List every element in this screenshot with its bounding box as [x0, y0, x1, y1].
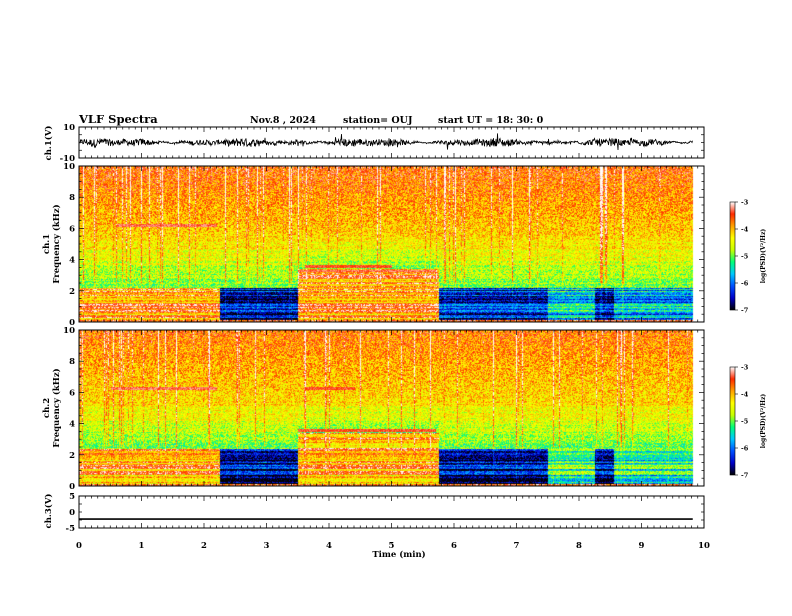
time-tick-label: 9 [639, 541, 645, 551]
ch2-frequency-tick-labels: 0 2 4 6 8 10 [63, 326, 75, 492]
frequency-tick-label: 4 [69, 420, 75, 430]
ch3-waveform-ylabel: ch.3(V) [43, 494, 54, 529]
ch1-ytick-top: 10 [63, 123, 75, 133]
ch3-ytick-top: 5 [69, 492, 75, 502]
time-tick-label: 7 [514, 541, 520, 551]
ch3-waveform-ticks [78, 495, 705, 529]
colorbar-tick-label: -5 [741, 252, 749, 260]
ch1-waveform-ylabel: ch.1(V) [43, 126, 54, 161]
ch1-waveform-trace [79, 133, 693, 151]
ch1-waveform-ticks [78, 126, 705, 159]
ch1-spectrogram-image [79, 166, 704, 322]
frequency-tick-label: 8 [69, 193, 75, 203]
ch1-colorbar: -3 -4 -5 -6 -7 log(PSD)(V²/Hz) [729, 198, 767, 314]
ch2-spectrogram-image [79, 330, 704, 486]
time-tick-label: 6 [451, 541, 457, 551]
ch3-waveform-frame [78, 495, 705, 529]
chart-title: VLF Spectra [78, 112, 158, 126]
ch1-ytick-bottom: -10 [60, 154, 75, 164]
time-tick-label: 0 [76, 541, 82, 551]
time-tick-label: 10 [698, 541, 710, 551]
ch2-colorbar-ticks: -3 -4 -5 -6 -7 [735, 363, 749, 479]
ch1-spectrogram-panel: 0 2 4 6 8 10 ch.1 Frequency (kHz) [42, 162, 705, 328]
colorbar-tick-label: -4 [741, 390, 749, 398]
start-time-label: start UT = 18: 30: 0 [438, 115, 544, 126]
colorbar-tick-label: -7 [741, 471, 748, 479]
frequency-tick-label: 8 [69, 357, 75, 367]
time-tick-labels: 0 1 2 3 4 5 6 7 8 9 10 [76, 541, 710, 551]
time-tick-label: 5 [389, 541, 395, 551]
frequency-tick-label: 2 [69, 451, 75, 461]
station-label: station= OUJ [343, 115, 413, 126]
colorbar-tick-label: -6 [741, 444, 749, 452]
colorbar-tick-label: -3 [741, 363, 749, 371]
frequency-tick-label: 2 [69, 287, 75, 297]
ch2-spectrogram-panel: 0 2 4 6 8 10 ch.2 Frequency (kHz) [42, 326, 705, 492]
ch1-waveform-panel: 10 -10 ch.1(V) [43, 123, 705, 164]
colorbar-tick-label: -4 [741, 225, 749, 233]
ch2-colorbar: -3 -4 -5 -6 -7 log(PSD)(V²/Hz) [729, 363, 767, 479]
date-label: Nov.8 , 2024 [250, 115, 316, 126]
frequency-tick-label: 4 [69, 256, 75, 266]
colorbar-tick-label: -6 [741, 279, 749, 287]
time-tick-label: 8 [576, 541, 582, 551]
ch1-colorbar-ticks: -3 -4 -5 -6 -7 [735, 198, 749, 314]
colorbar-tick-label: -3 [741, 198, 749, 206]
ch1-colorbar-gradient [729, 201, 736, 311]
ch2-spectrogram-ticks [78, 329, 705, 487]
frequency-tick-label: 0 [69, 482, 75, 492]
ch1-frequency-tick-labels: 0 2 4 6 8 10 [63, 162, 75, 328]
ch2-colorbar-label: log(PSD)(V²/Hz) [760, 394, 767, 449]
time-tick-label: 3 [264, 541, 270, 551]
frequency-tick-label: 10 [63, 326, 75, 336]
time-tick-label: 4 [326, 541, 332, 551]
ch1-spectrogram-ticks [78, 165, 705, 323]
frequency-tick-label: 0 [69, 318, 75, 328]
x-axis-label: Time (min) [372, 549, 425, 560]
frequency-tick-label: 6 [69, 224, 75, 234]
ch2-spectrogram-ylabel-channel: ch.2 [42, 398, 52, 418]
frequency-tick-label: 10 [63, 162, 75, 172]
ch2-spectrogram-ylabel-freq: Frequency (kHz) [51, 368, 62, 447]
ch1-spectrogram-ylabel-channel: ch.1 [42, 234, 52, 254]
colorbar-tick-label: -7 [741, 306, 748, 314]
ch3-waveform-panel: 5 0 -5 ch.3(V) [43, 492, 705, 534]
colorbar-tick-label: -5 [741, 417, 749, 425]
ch2-colorbar-gradient [729, 366, 736, 476]
ch3-ytick-bottom: -5 [66, 524, 76, 534]
ch1-colorbar-label: log(PSD)(V²/Hz) [760, 229, 767, 284]
time-tick-label: 1 [139, 541, 145, 551]
frequency-tick-label: 6 [69, 388, 75, 398]
ch3-ytick-mid: 0 [69, 508, 75, 518]
time-tick-label: 2 [201, 541, 207, 551]
ch1-spectrogram-ylabel-freq: Frequency (kHz) [51, 204, 62, 283]
